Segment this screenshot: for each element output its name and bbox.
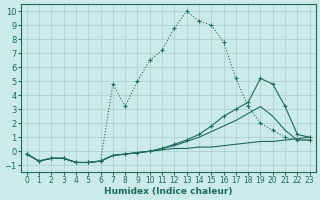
X-axis label: Humidex (Indice chaleur): Humidex (Indice chaleur) [104,187,232,196]
